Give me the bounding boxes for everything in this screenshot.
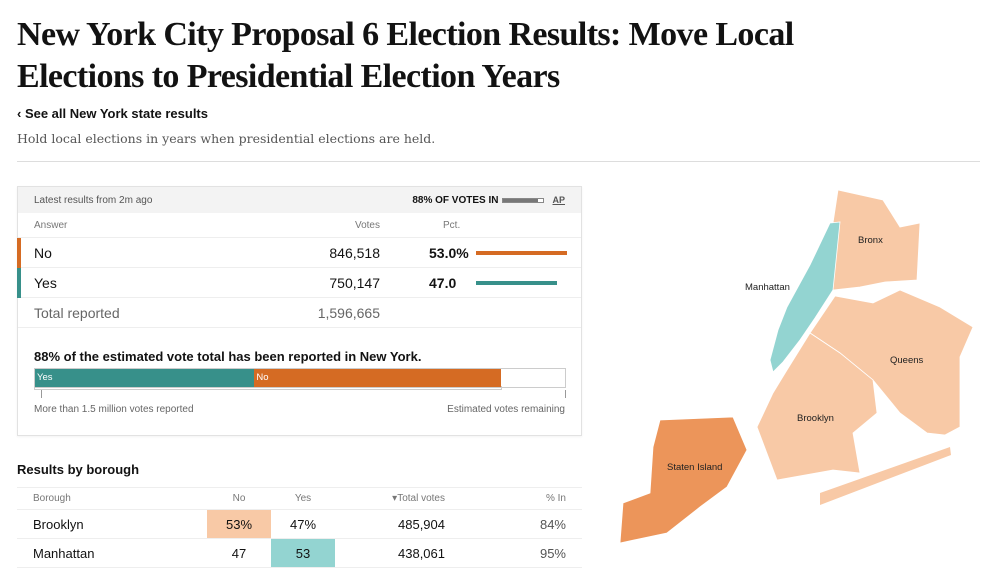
divider bbox=[17, 161, 980, 162]
borough-name: Manhattan bbox=[33, 545, 95, 561]
estimate-text: 88% of the estimated vote total has been… bbox=[34, 349, 422, 364]
pct-in: 95% bbox=[539, 545, 566, 561]
pct-in-header[interactable]: % In bbox=[545, 493, 566, 504]
reported-bar: Yes No bbox=[34, 368, 566, 388]
yes-header[interactable]: Yes bbox=[294, 493, 312, 504]
pct: 53.0% bbox=[429, 244, 469, 261]
total-label: Total reported bbox=[34, 304, 120, 321]
borough-header[interactable]: Borough bbox=[33, 493, 71, 504]
tick bbox=[41, 390, 42, 398]
table-row: Manhattan 47 53 438,061 95% bbox=[17, 539, 582, 568]
votes-in-bar bbox=[502, 197, 545, 203]
pct-bar bbox=[476, 250, 567, 255]
votes-remaining-note: Estimated votes remaining bbox=[447, 404, 565, 415]
no-pct: 53% bbox=[207, 510, 271, 538]
page-title: New York City Proposal 6 Election Result… bbox=[17, 16, 794, 95]
result-row-no: No 846,518 53.0% bbox=[17, 238, 581, 268]
total-votes: 438,061 bbox=[398, 545, 445, 561]
map-label-brooklyn: Brooklyn bbox=[797, 413, 834, 424]
pct-bar bbox=[476, 280, 557, 285]
ap-source-link[interactable]: AP bbox=[552, 195, 565, 205]
pct: 47.0 bbox=[429, 274, 457, 291]
table-row: Brooklyn 53% 47% 485,904 84% bbox=[17, 510, 582, 539]
map-brooklyn[interactable] bbox=[756, 332, 878, 481]
borough-map: Bronx Manhattan Queens Brooklyn Staten I… bbox=[619, 189, 974, 544]
votes-reported-note: More than 1.5 million votes reported bbox=[34, 404, 194, 415]
description: Hold local elections in years when presi… bbox=[17, 131, 436, 146]
borough-table-header: Borough No Yes ▾Total votes % In bbox=[17, 488, 582, 510]
see-all-ny-results-link[interactable]: ‹ See all New York state results bbox=[17, 106, 208, 121]
yes-pct: 53 bbox=[271, 539, 335, 567]
map-label-manhattan: Manhattan bbox=[745, 282, 790, 293]
no-segment: No bbox=[254, 369, 502, 387]
votes: 846,518 bbox=[329, 244, 380, 261]
answer: Yes bbox=[34, 274, 57, 291]
yes-pct: 47% bbox=[289, 516, 317, 532]
results-header: Latest results from 2m ago 88% OF VOTES … bbox=[18, 187, 581, 213]
borough-name: Brooklyn bbox=[33, 516, 84, 532]
votes-in-label: 88% OF VOTES IN bbox=[412, 194, 499, 206]
no-header[interactable]: No bbox=[232, 493, 246, 504]
votes-header: Votes bbox=[354, 219, 380, 231]
updated-time: Latest results from 2m ago bbox=[34, 194, 153, 206]
pct-header: Pct. bbox=[443, 219, 461, 231]
yes-color-marker bbox=[17, 268, 21, 298]
total-votes-header[interactable]: ▾Total votes bbox=[392, 493, 445, 504]
votes: 750,147 bbox=[329, 274, 380, 291]
no-pct: 47 bbox=[231, 545, 247, 561]
map-rockaways bbox=[820, 447, 951, 505]
no-color-marker bbox=[17, 238, 21, 268]
total-votes: 485,904 bbox=[398, 516, 445, 532]
page-header: New York City Proposal 6 Election Result… bbox=[17, 14, 982, 147]
tick bbox=[565, 390, 566, 398]
map-staten-island[interactable] bbox=[619, 416, 748, 544]
yes-segment: Yes bbox=[35, 369, 255, 387]
answer: No bbox=[34, 244, 52, 261]
results-card: Latest results from 2m ago 88% OF VOTES … bbox=[17, 186, 582, 436]
reported-bracket bbox=[34, 386, 502, 390]
result-row-yes: Yes 750,147 47.0 bbox=[17, 268, 581, 298]
borough-section-title: Results by borough bbox=[17, 462, 140, 477]
map-label-queens: Queens bbox=[890, 355, 924, 366]
map-label-bronx: Bronx bbox=[858, 235, 883, 246]
total-votes: 1,596,665 bbox=[317, 304, 380, 321]
map-label-staten-island: Staten Island bbox=[667, 462, 722, 473]
pct-in: 84% bbox=[539, 516, 566, 532]
results-column-headers: Answer Votes Pct. bbox=[18, 213, 581, 238]
borough-table: Borough No Yes ▾Total votes % In Brookly… bbox=[17, 487, 582, 568]
answer-header: Answer bbox=[34, 219, 68, 231]
total-row: Total reported 1,596,665 bbox=[18, 298, 581, 328]
map-manhattan[interactable] bbox=[769, 221, 841, 373]
